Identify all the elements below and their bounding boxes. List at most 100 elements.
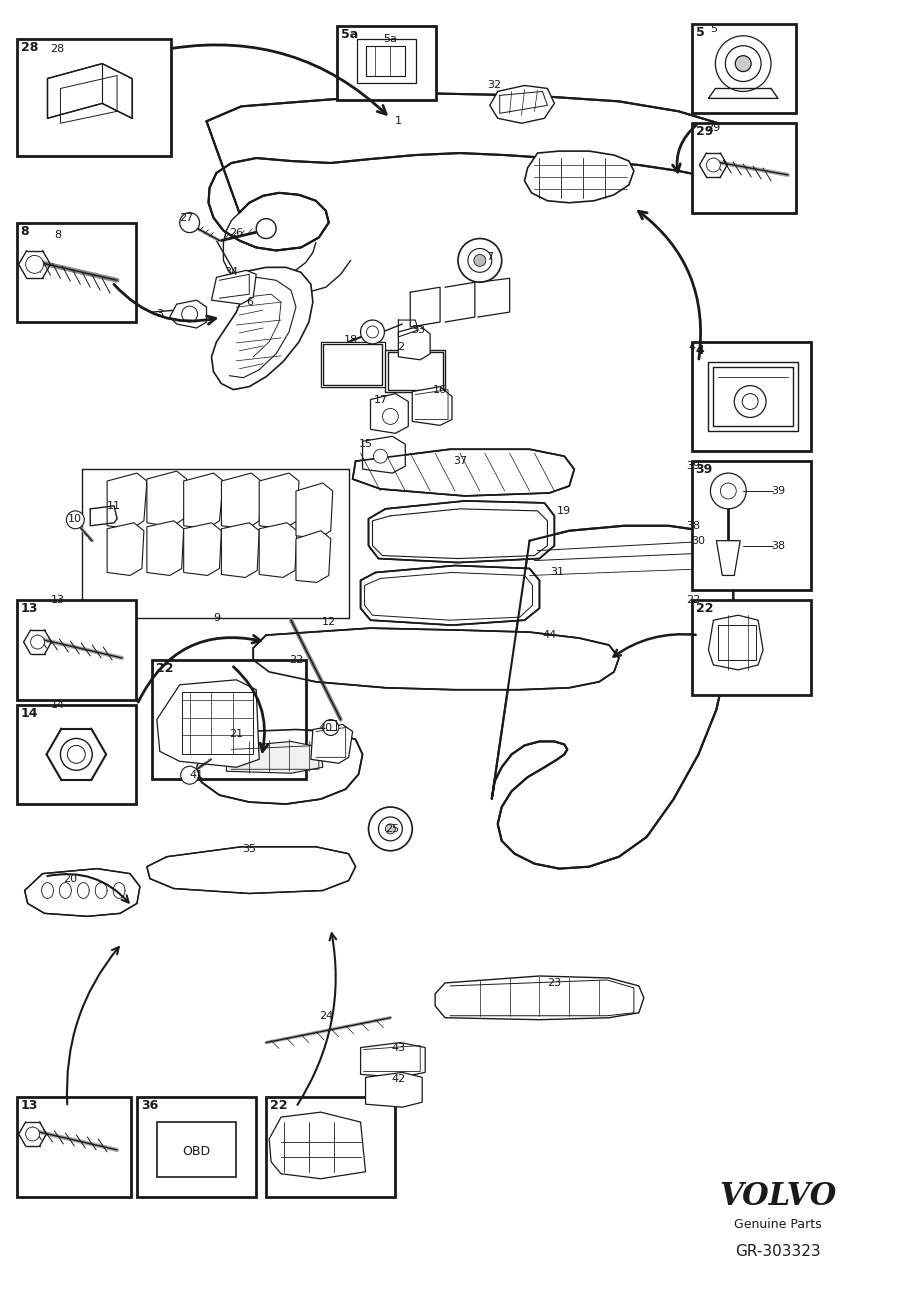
Bar [16, 600, 136, 700]
Text: 22: 22 [289, 655, 304, 665]
Polygon shape [311, 725, 352, 764]
Bar [266, 1098, 395, 1196]
Bar [321, 342, 385, 387]
Text: 20: 20 [63, 874, 77, 883]
Bar [691, 600, 811, 695]
Text: 38: 38 [687, 521, 700, 531]
Text: 1: 1 [395, 116, 402, 126]
Text: GR-303323: GR-303323 [735, 1243, 821, 1259]
Polygon shape [147, 521, 184, 575]
Bar [16, 704, 136, 804]
Polygon shape [24, 869, 140, 916]
Text: 18: 18 [343, 335, 358, 346]
Text: 31: 31 [550, 568, 564, 578]
Text: 26: 26 [229, 227, 244, 238]
Polygon shape [412, 387, 452, 425]
Circle shape [742, 394, 758, 409]
Polygon shape [296, 483, 333, 539]
Polygon shape [147, 847, 355, 894]
Polygon shape [490, 86, 554, 123]
Circle shape [385, 824, 395, 834]
Text: OBD: OBD [182, 1146, 210, 1159]
Text: 5a: 5a [383, 34, 398, 44]
Text: 4: 4 [696, 344, 704, 357]
Circle shape [474, 255, 486, 266]
Polygon shape [361, 1043, 425, 1077]
Circle shape [323, 720, 339, 735]
Circle shape [726, 45, 761, 82]
Text: 36: 36 [141, 1099, 159, 1112]
Bar [321, 342, 385, 387]
Bar [385, 349, 445, 391]
Text: 2: 2 [397, 342, 404, 352]
Polygon shape [169, 300, 207, 327]
Polygon shape [708, 362, 798, 431]
Circle shape [256, 218, 276, 239]
Circle shape [66, 511, 84, 529]
Text: 17: 17 [373, 395, 388, 404]
Text: 42: 42 [391, 1074, 406, 1085]
Polygon shape [708, 616, 763, 670]
Text: VOLVO: VOLVO [719, 1181, 836, 1212]
Polygon shape [221, 522, 259, 578]
Polygon shape [221, 473, 261, 529]
Bar [691, 23, 795, 113]
Circle shape [61, 738, 92, 770]
Bar [691, 123, 795, 213]
Polygon shape [361, 565, 539, 625]
Circle shape [720, 483, 737, 499]
Text: 39: 39 [687, 461, 700, 472]
Circle shape [467, 248, 492, 273]
Text: 41: 41 [189, 770, 204, 781]
Text: 8: 8 [53, 230, 61, 239]
Bar [16, 1098, 131, 1196]
Polygon shape [197, 730, 362, 804]
Polygon shape [259, 522, 297, 578]
Text: 29: 29 [696, 125, 713, 138]
Circle shape [361, 320, 384, 344]
Polygon shape [365, 1073, 422, 1107]
Circle shape [25, 256, 43, 273]
Text: 23: 23 [547, 978, 562, 989]
Circle shape [31, 635, 44, 650]
Text: Genuine Parts: Genuine Parts [734, 1218, 822, 1231]
Text: 22: 22 [696, 603, 713, 616]
Polygon shape [371, 394, 409, 434]
Text: 5a: 5a [341, 27, 358, 40]
Text: 3: 3 [157, 309, 163, 320]
Circle shape [736, 56, 751, 71]
Text: 6: 6 [246, 297, 253, 307]
Polygon shape [157, 679, 259, 768]
Bar [152, 660, 306, 779]
Text: 16: 16 [433, 385, 447, 395]
Circle shape [379, 817, 402, 840]
Circle shape [734, 386, 766, 417]
Polygon shape [362, 436, 405, 473]
Circle shape [179, 213, 199, 233]
Circle shape [25, 1128, 40, 1141]
Text: 29: 29 [707, 123, 720, 134]
Text: 25: 25 [385, 824, 400, 834]
Circle shape [67, 746, 85, 764]
Polygon shape [211, 268, 313, 390]
Text: 33: 33 [411, 325, 425, 335]
Text: 38: 38 [771, 540, 786, 551]
Polygon shape [269, 1112, 365, 1178]
Text: 14: 14 [21, 707, 38, 720]
Text: 40: 40 [319, 722, 333, 733]
Text: 13: 13 [21, 603, 38, 616]
Polygon shape [399, 326, 430, 360]
Polygon shape [435, 976, 644, 1020]
Bar [337, 26, 436, 100]
Circle shape [716, 36, 771, 91]
Text: 30: 30 [691, 535, 706, 546]
Circle shape [182, 307, 198, 322]
Text: 32: 32 [487, 81, 502, 91]
Bar [157, 1122, 236, 1177]
Bar [691, 342, 811, 451]
Text: 43: 43 [391, 1043, 405, 1052]
Polygon shape [207, 94, 733, 251]
Text: 27: 27 [179, 213, 194, 222]
Text: 13: 13 [51, 595, 64, 605]
Circle shape [382, 408, 399, 425]
